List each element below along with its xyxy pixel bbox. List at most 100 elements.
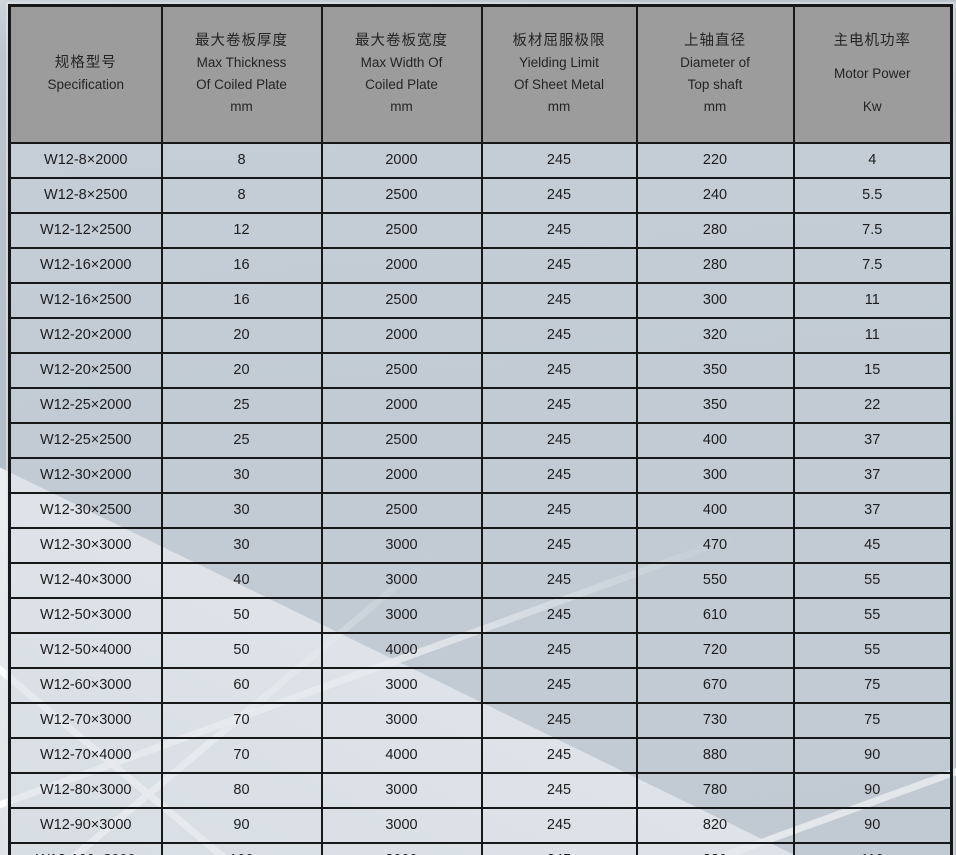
cell-max-width: 2000 [320, 316, 483, 354]
header-line: mm [230, 99, 253, 115]
cell-motor-power: 90 [792, 736, 953, 774]
cell-specification: W12-25×2000 [8, 386, 163, 424]
column-header-max-width: 最大卷板宽度 Max Width Of Coiled Plate mm [320, 4, 483, 144]
cell-specification: W12-50×3000 [8, 596, 163, 634]
cell-specification: W12-8×2500 [8, 176, 163, 214]
cell-yielding-limit: 245 [480, 141, 638, 179]
cell-motor-power: 7.5 [792, 211, 953, 249]
table-row: W12-100×30001003000245880110 [8, 841, 953, 855]
cell-specification: W12-40×3000 [8, 561, 163, 599]
cell-max-thickness: 50 [160, 631, 323, 669]
header-line: Kw [862, 99, 882, 115]
cell-top-shaft-diameter: 610 [635, 596, 795, 634]
cell-motor-power: 45 [792, 526, 953, 564]
cell-specification: W12-70×4000 [8, 736, 163, 774]
cell-top-shaft-diameter: 550 [635, 561, 795, 599]
cell-top-shaft-diameter: 300 [635, 456, 795, 494]
cell-specification: W12-16×2000 [8, 246, 163, 284]
cell-yielding-limit: 245 [480, 771, 638, 809]
cell-top-shaft-diameter: 320 [635, 316, 795, 354]
header-line: 最大卷板宽度 [355, 33, 448, 50]
cell-yielding-limit: 245 [480, 421, 638, 459]
cell-max-thickness: 16 [160, 281, 323, 319]
table-header: 规格型号 Specification 最大卷板厚度 Max Thickness Of C… [8, 4, 953, 144]
table-row: W12-40×3000 40 3000 245 550 55 [8, 561, 953, 599]
cell-yielding-limit: 245 [480, 386, 638, 424]
cell-motor-power: 4 [792, 141, 953, 179]
cell-motor-power: 55 [792, 561, 953, 599]
cell-max-width: 2000 [320, 456, 483, 494]
cell-yielding-limit: 245 [480, 736, 638, 774]
cell-yielding-limit: 245 [480, 841, 638, 855]
cell-specification: W12-60×3000 [8, 666, 163, 704]
cell-max-width: 3000 [320, 806, 483, 844]
cell-max-width: 3000 [320, 666, 483, 704]
cell-specification: W12-30×3000 [8, 526, 163, 564]
cell-specification: W12-30×2000 [8, 456, 163, 494]
header-line: Max Thickness [196, 55, 287, 71]
cell-motor-power: 110 [792, 841, 953, 855]
table-row: W12-30×3000 30 3000 245 470 45 [8, 526, 953, 564]
cell-yielding-limit: 245 [480, 211, 638, 249]
cell-specification: W12-16×2500 [8, 281, 163, 319]
cell-max-thickness: 60 [160, 666, 323, 704]
cell-yielding-limit: 245 [480, 806, 638, 844]
table-row: W12-20×2000 20 2000 245 320 11 [8, 316, 953, 354]
header-line: Diameter of [680, 55, 750, 71]
cell-motor-power: 37 [792, 456, 953, 494]
cell-max-width: 2000 [320, 141, 483, 179]
cell-max-thickness: 25 [160, 421, 323, 459]
cell-specification: W12-8×2000 [8, 141, 163, 179]
cell-max-thickness: 30 [160, 491, 323, 529]
cell-top-shaft-diameter: 400 [635, 421, 795, 459]
cell-max-width: 3000 [320, 701, 483, 739]
header-line: Yielding Limit [519, 55, 599, 71]
cell-motor-power: 37 [792, 421, 953, 459]
table-row: W12-80×3000 80 3000 245 780 90 [8, 771, 953, 809]
header-line: Of Coiled Plate [196, 77, 287, 93]
table-row: W12-30×2500 30 2500 245 400 37 [8, 491, 953, 529]
cell-specification: W12-90×3000 [8, 806, 163, 844]
cell-max-thickness: 40 [160, 561, 323, 599]
cell-specification: W12-50×4000 [8, 631, 163, 669]
cell-top-shaft-diameter: 730 [635, 701, 795, 739]
cell-yielding-limit: 245 [480, 281, 638, 319]
header-line: mm [703, 99, 727, 115]
column-header-yielding-limit: 板材屈服极限 Yielding Limit Of Sheet Metal mm [480, 4, 638, 144]
cell-top-shaft-diameter: 280 [635, 246, 795, 284]
cell-top-shaft-diameter: 720 [635, 631, 795, 669]
cell-max-thickness: 90 [160, 806, 323, 844]
cell-max-width: 3000 [320, 561, 483, 599]
cell-max-width: 3000 [320, 526, 483, 564]
cell-yielding-limit: 245 [480, 561, 638, 599]
cell-yielding-limit: 245 [480, 351, 638, 389]
table-row: W12-12×2500 12 2500 245 280 7.5 [8, 211, 953, 249]
header-line: Specification [47, 77, 125, 93]
cell-yielding-limit: 245 [480, 456, 638, 494]
cell-specification: W12-20×2500 [8, 351, 163, 389]
cell-max-thickness: 80 [160, 771, 323, 809]
header-line: mm [390, 99, 413, 115]
cell-max-thickness: 70 [160, 701, 323, 739]
cell-yielding-limit: 245 [480, 666, 638, 704]
cell-yielding-limit: 245 [480, 596, 638, 634]
cell-yielding-limit: 245 [480, 491, 638, 529]
cell-motor-power: 15 [792, 351, 953, 389]
cell-top-shaft-diameter: 400 [635, 491, 795, 529]
header-line: 规格型号 [54, 55, 117, 72]
cell-max-thickness: 20 [160, 316, 323, 354]
table-row: W12-70×4000 70 4000 245 880 90 [8, 736, 953, 774]
cell-max-width: 2500 [320, 176, 483, 214]
table-row: W12-25×2500 25 2500 245 400 37 [8, 421, 953, 459]
cell-max-thickness: 30 [160, 456, 323, 494]
header-line: 板材屈服极限 [512, 33, 606, 50]
cell-top-shaft-diameter: 820 [635, 806, 795, 844]
header-line: Max Width Of [360, 55, 443, 71]
cell-max-width: 4000 [320, 631, 483, 669]
table-row: W12-25×2000 25 2000 245 350 22 [8, 386, 953, 424]
cell-specification: W12-70×3000 [8, 701, 163, 739]
table-row: W12-50×4000 50 4000 245 720 55 [8, 631, 953, 669]
cell-specification: W12-30×2500 [8, 491, 163, 529]
cell-motor-power: 11 [792, 281, 953, 319]
